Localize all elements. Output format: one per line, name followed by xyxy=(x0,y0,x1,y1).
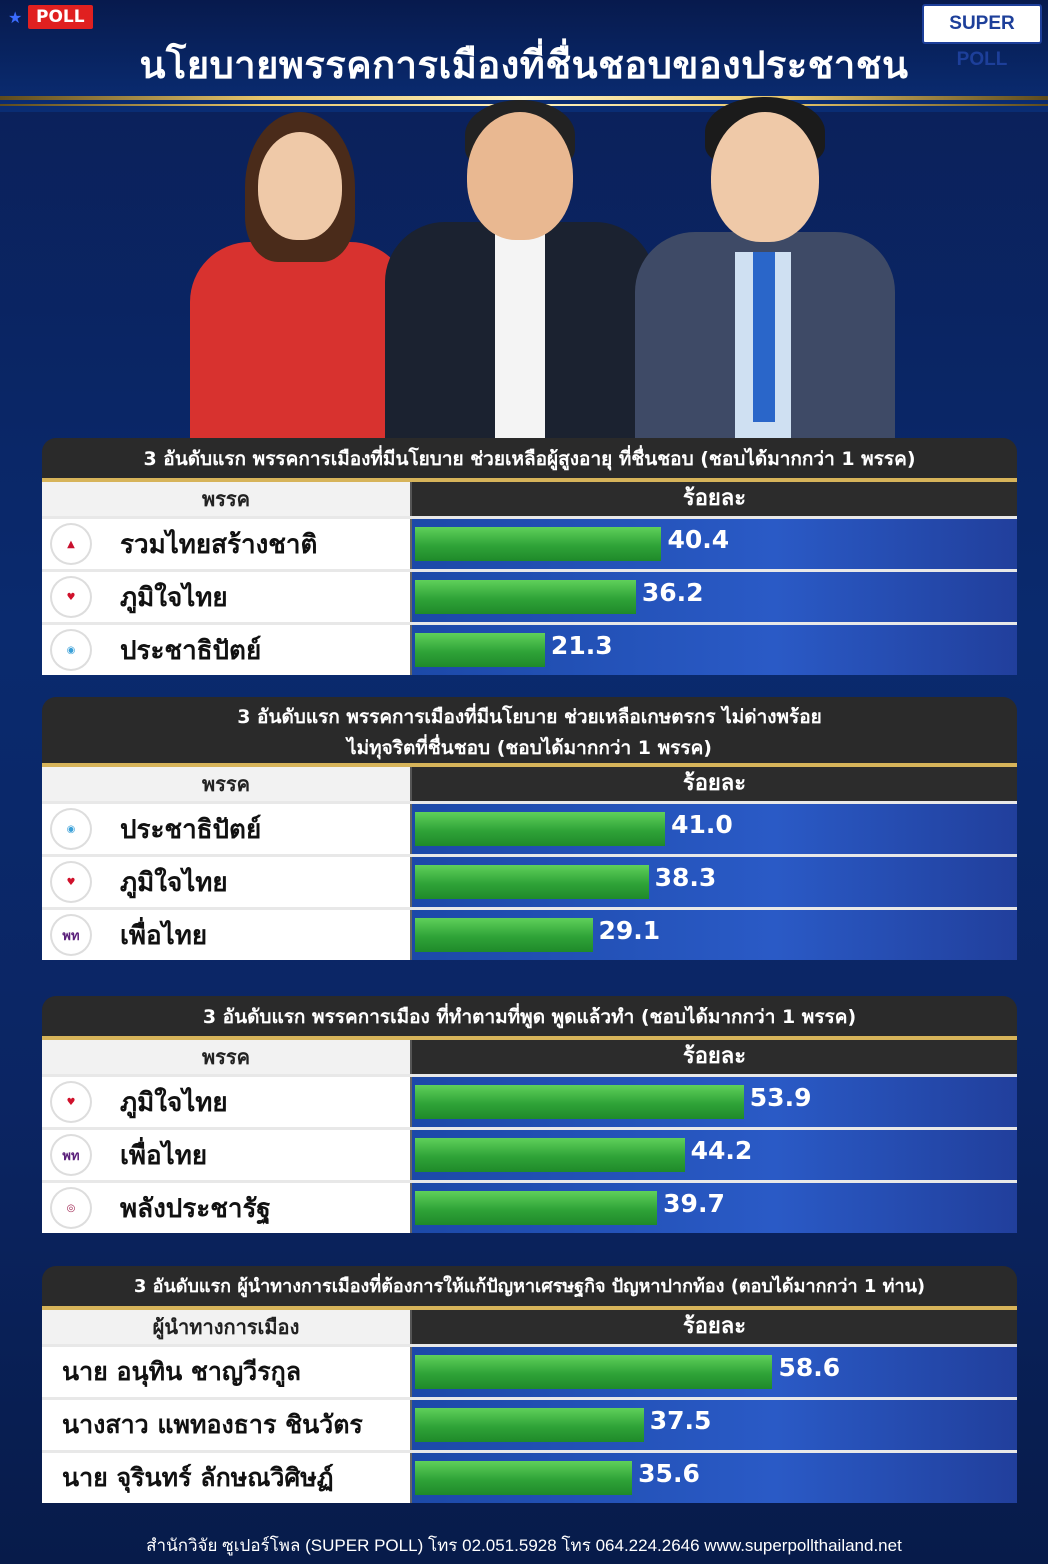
chart-section-2: 3 อันดับแรก พรรคการเมืองที่มีนโยบาย ช่วย… xyxy=(42,697,1017,960)
bar xyxy=(415,1408,644,1442)
bar xyxy=(415,1191,658,1225)
column-header-percent: ร้อยละ xyxy=(412,482,1017,516)
chart-title-line1: 3 อันดับแรก พรรคการเมืองที่มีนโยบาย ช่วย… xyxy=(237,706,822,728)
chart-section-1: 3 อันดับแรก พรรคการเมืองที่มีนโยบาย ช่วย… xyxy=(42,438,1017,675)
table-row: นาย จุรินทร์ ลักษณวิศิษฏ์ 35.6 xyxy=(42,1450,1017,1503)
chart-section-3: 3 อันดับแรก พรรคการเมือง ที่ทำตามที่พูด … xyxy=(42,996,1017,1233)
bhumjaithai-logo-icon: ♥ xyxy=(52,1083,90,1121)
column-header-party: พรรค xyxy=(42,482,412,516)
table-row: ◎ พลังประชารัฐ 39.7 xyxy=(42,1180,1017,1233)
party-name: ประชาธิปัตย์ xyxy=(120,635,262,666)
bar xyxy=(415,580,636,614)
bar xyxy=(415,1085,744,1119)
column-header-percent: ร้อยละ xyxy=(412,767,1017,801)
bar xyxy=(415,1355,773,1389)
party-name: ภูมิใจไทย xyxy=(120,867,228,898)
star-icon: ★ xyxy=(8,8,23,27)
leader-name: นางสาว แพทองธาร ชินวัตร xyxy=(62,1410,363,1439)
super-poll-logo: SUPER POLL xyxy=(922,4,1042,70)
ruam-thai-sang-chart-logo-icon: ▲ xyxy=(52,525,90,563)
democrat-logo-icon: ◉ xyxy=(52,810,90,848)
party-name: ภูมิใจไทย xyxy=(120,1087,228,1118)
bar-value-label: 44.2 xyxy=(690,1136,753,1165)
bar-value-label: 58.6 xyxy=(778,1353,841,1382)
table-row: ◉ ประชาธิปัตย์ 41.0 xyxy=(42,801,1017,854)
poll-tag: POLL xyxy=(28,5,93,29)
column-header-percent: ร้อยละ xyxy=(412,1310,1017,1344)
bar-value-label: 21.3 xyxy=(550,631,613,660)
chart-title: 3 อันดับแรก พรรคการเมืองที่มีนโยบาย ช่วย… xyxy=(42,438,1017,482)
leader-name: นาย อนุทิน ชาญวีรกูล xyxy=(62,1357,302,1386)
column-header-party: พรรค xyxy=(42,767,412,801)
bar-value-label: 53.9 xyxy=(749,1083,812,1112)
bar-value-label: 41.0 xyxy=(671,810,733,839)
bar-value-label: 36.2 xyxy=(641,578,704,607)
bar xyxy=(415,1138,685,1172)
bar-value-label: 40.4 xyxy=(667,525,730,554)
party-name: พลังประชารัฐ xyxy=(120,1193,271,1224)
table-row: นาย อนุทิน ชาญวีรกูล 58.6 xyxy=(42,1344,1017,1397)
bar xyxy=(415,812,666,846)
leader-portrait-right xyxy=(635,97,895,442)
party-name: เพื่อไทย xyxy=(120,1140,208,1171)
bhumjaithai-logo-icon: ♥ xyxy=(52,863,90,901)
page-title: นโยบายพรรคการเมืองที่ชื่นชอบของประชาชน xyxy=(139,43,909,87)
pheu-thai-logo-icon: พท xyxy=(52,1136,90,1174)
leader-name: นาย จุรินทร์ ลักษณวิศิษฏ์ xyxy=(62,1463,334,1492)
column-header-party: พรรค xyxy=(42,1040,412,1074)
chart-section-4: 3 อันดับแรก ผู้นำทางการเมืองที่ต้องการให… xyxy=(42,1266,1017,1503)
bar xyxy=(415,1461,633,1495)
bar-value-label: 35.6 xyxy=(638,1459,700,1488)
chart-title: 3 อันดับแรก พรรคการเมือง ที่ทำตามที่พูด … xyxy=(42,996,1017,1040)
bar xyxy=(415,633,545,667)
chart-title: 3 อันดับแรก ผู้นำทางการเมืองที่ต้องการให… xyxy=(42,1266,1017,1310)
bar-value-label: 38.3 xyxy=(654,863,717,892)
bhumjaithai-logo-icon: ♥ xyxy=(52,578,90,616)
footer-contact: สำนักวิจัย ซูเปอร์โพล (SUPER POLL) โทร 0… xyxy=(146,1536,902,1555)
table-row: พท เพื่อไทย 44.2 xyxy=(42,1127,1017,1180)
chart-title: 3 อันดับแรก พรรคการเมืองที่มีนโยบาย ช่วย… xyxy=(42,697,1017,767)
bar-value-label: 39.7 xyxy=(663,1189,725,1218)
top-header xyxy=(0,0,1048,112)
bar xyxy=(415,918,593,952)
leaders-photo xyxy=(0,97,1048,442)
bar-value-label: 29.1 xyxy=(598,916,661,945)
party-name: เพื่อไทย xyxy=(120,920,208,951)
bar-value-label: 37.5 xyxy=(649,1406,712,1435)
table-row: พท เพื่อไทย 29.1 xyxy=(42,907,1017,960)
column-header-percent: ร้อยละ xyxy=(412,1040,1017,1074)
chart-title-line2: ไม่ทุจริตที่ชื่นชอบ (ชอบได้มากกว่า 1 พรร… xyxy=(347,737,712,759)
party-name: ประชาธิปัตย์ xyxy=(120,814,262,845)
bar xyxy=(415,527,662,561)
leader-portrait-left xyxy=(190,112,410,442)
table-row: ▲ รวมไทยสร้างชาติ 40.4 xyxy=(42,516,1017,569)
column-header-leader: ผู้นำทางการเมือง xyxy=(42,1310,412,1344)
pheu-thai-logo-icon: พท xyxy=(52,916,90,954)
party-name: รวมไทยสร้างชาติ xyxy=(120,529,318,560)
bar xyxy=(415,865,649,899)
table-row: ◉ ประชาธิปัตย์ 21.3 xyxy=(42,622,1017,675)
democrat-logo-icon: ◉ xyxy=(52,631,90,669)
table-row: ♥ ภูมิใจไทย 36.2 xyxy=(42,569,1017,622)
table-row: นางสาว แพทองธาร ชินวัตร 37.5 xyxy=(42,1397,1017,1450)
leader-portrait-center xyxy=(385,100,655,442)
table-row: ♥ ภูมิใจไทย 38.3 xyxy=(42,854,1017,907)
party-name: ภูมิใจไทย xyxy=(120,582,228,613)
palang-pracharath-logo-icon: ◎ xyxy=(52,1189,90,1227)
gold-divider xyxy=(0,96,1048,100)
table-row: ♥ ภูมิใจไทย 53.9 xyxy=(42,1074,1017,1127)
